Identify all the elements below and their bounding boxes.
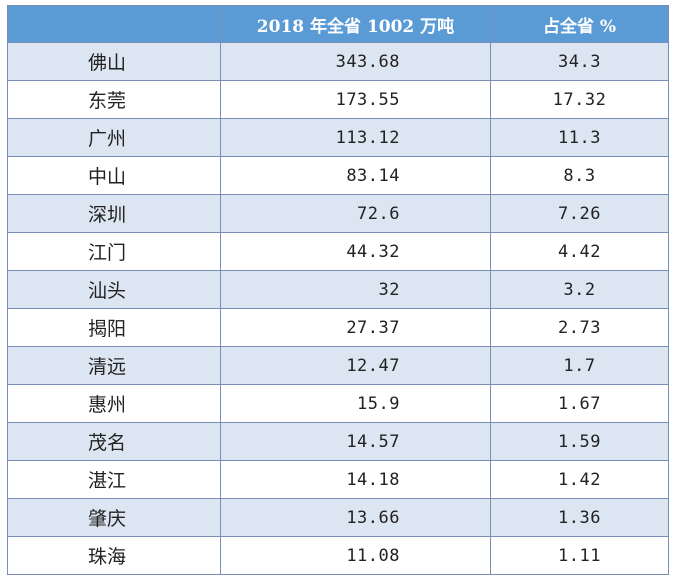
table-body: 佛山 343.68 34.3 东莞 173.55 17.32 广州 113.12 11.3 中山 8… [7, 42, 669, 575]
cell-amount: 15.9 [220, 384, 491, 423]
cell-amount: 83.14 [220, 156, 491, 195]
table-row: 深圳 72.6 7.26 [7, 194, 669, 233]
table-row: 肇庆 13.66 1.36 [7, 498, 669, 537]
cell-amount: 27.37 [220, 308, 491, 347]
cell-city: 珠海 [7, 536, 221, 575]
table-row: 广州 113.12 11.3 [7, 118, 669, 157]
cell-amount: 13.66 [220, 498, 491, 537]
table-row: 惠州 15.9 1.67 [7, 384, 669, 423]
cell-share: 34.3 [490, 42, 669, 81]
cell-city: 汕头 [7, 270, 221, 309]
header-amount-2018: 2018 年全省 1002 万吨 [220, 5, 491, 43]
cell-city: 中山 [7, 156, 221, 195]
cell-amount: 343.68 [220, 42, 491, 81]
cell-amount: 32 [220, 270, 491, 309]
cell-amount: 44.32 [220, 232, 491, 271]
cell-share: 1.7 [490, 346, 669, 385]
table-row: 湛江 14.18 1.42 [7, 460, 669, 499]
cell-share: 3.2 [490, 270, 669, 309]
cell-amount: 14.18 [220, 460, 491, 499]
table-row: 中山 83.14 8.3 [7, 156, 669, 195]
cell-amount: 14.57 [220, 422, 491, 461]
table-header-row: 2018 年全省 1002 万吨 占全省 % [7, 5, 669, 43]
cell-city: 深圳 [7, 194, 221, 233]
table-row: 江门 44.32 4.42 [7, 232, 669, 271]
table-row: 佛山 343.68 34.3 [7, 42, 669, 81]
cell-share: 1.36 [490, 498, 669, 537]
table-row: 清远 12.47 1.7 [7, 346, 669, 385]
table-row: 汕头 32 3.2 [7, 270, 669, 309]
cell-amount: 173.55 [220, 80, 491, 119]
table-row: 东莞 173.55 17.32 [7, 80, 669, 119]
cell-share: 4.42 [490, 232, 669, 271]
cell-share: 8.3 [490, 156, 669, 195]
table-row: 珠海 11.08 1.11 [7, 536, 669, 575]
header-city [7, 5, 221, 43]
cell-city: 清远 [7, 346, 221, 385]
table-row: 茂名 14.57 1.59 [7, 422, 669, 461]
cell-share: 17.32 [490, 80, 669, 119]
cell-city: 湛江 [7, 460, 221, 499]
cell-city: 广州 [7, 118, 221, 157]
cell-share: 11.3 [490, 118, 669, 157]
cell-share: 1.59 [490, 422, 669, 461]
cell-city: 惠州 [7, 384, 221, 423]
cell-city: 肇庆 [7, 498, 221, 537]
cell-amount: 113.12 [220, 118, 491, 157]
cell-city: 揭阳 [7, 308, 221, 347]
cell-city: 佛山 [7, 42, 221, 81]
cell-amount: 72.6 [220, 194, 491, 233]
cell-share: 1.11 [490, 536, 669, 575]
cell-city: 东莞 [7, 80, 221, 119]
cell-share: 1.67 [490, 384, 669, 423]
cell-city: 茂名 [7, 422, 221, 461]
cell-share: 7.26 [490, 194, 669, 233]
cell-city: 江门 [7, 232, 221, 271]
cell-amount: 12.47 [220, 346, 491, 385]
cell-amount: 11.08 [220, 536, 491, 575]
header-share-percent: 占全省 % [490, 5, 669, 43]
cell-share: 2.73 [490, 308, 669, 347]
table-row: 揭阳 27.37 2.73 [7, 308, 669, 347]
cell-share: 1.42 [490, 460, 669, 499]
city-tonnage-table: 2018 年全省 1002 万吨 占全省 % 佛山 343.68 34.3 东莞 173… [7, 5, 669, 575]
